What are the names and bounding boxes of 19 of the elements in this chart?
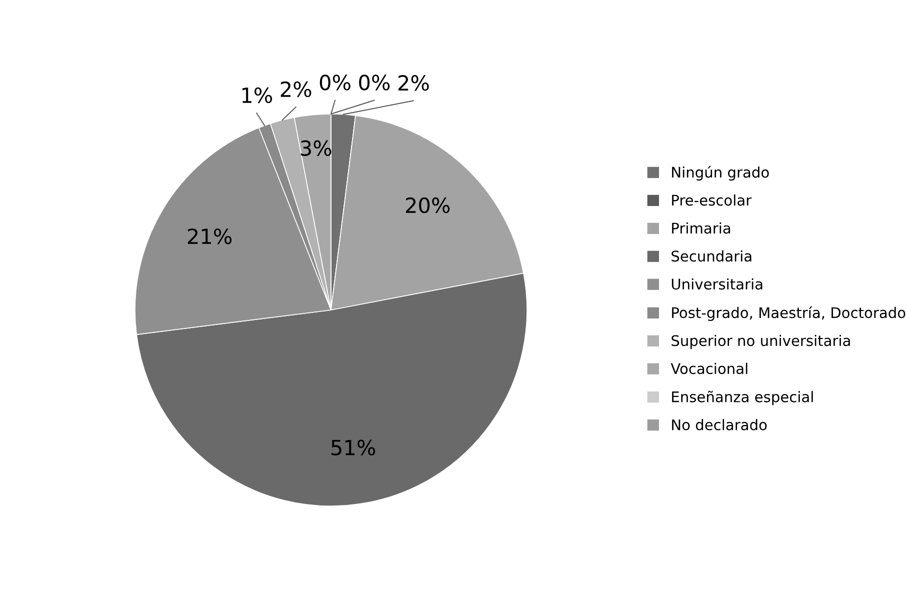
data-label: 3% [300, 140, 332, 156]
legend-label: Ningún grado [672, 166, 769, 181]
data-label: 2% [398, 75, 429, 91]
text: 0% [320, 74, 350, 90]
legend-label: Superior no universitaria [672, 334, 850, 349]
data-label: 51% [332, 440, 376, 456]
legend-label: Enseñanza especial [672, 390, 813, 406]
data-label: 20% [406, 197, 450, 214]
data-label: 21% [188, 228, 232, 244]
legend-label: Universitaria [672, 278, 762, 290]
legend-label: Primaria [672, 222, 730, 234]
data-label: 2% [280, 81, 312, 98]
legend-label: Vocacional [670, 362, 748, 374]
legend-label: No declarado [672, 419, 767, 430]
legend-label: Pre-escolar [672, 194, 752, 206]
text: 0% [359, 74, 390, 90]
legend-label: Secundaria [672, 250, 752, 262]
data-label: 1% [242, 87, 272, 104]
legend-label: Post-grado, Maestría, Doctorado [672, 306, 906, 321]
